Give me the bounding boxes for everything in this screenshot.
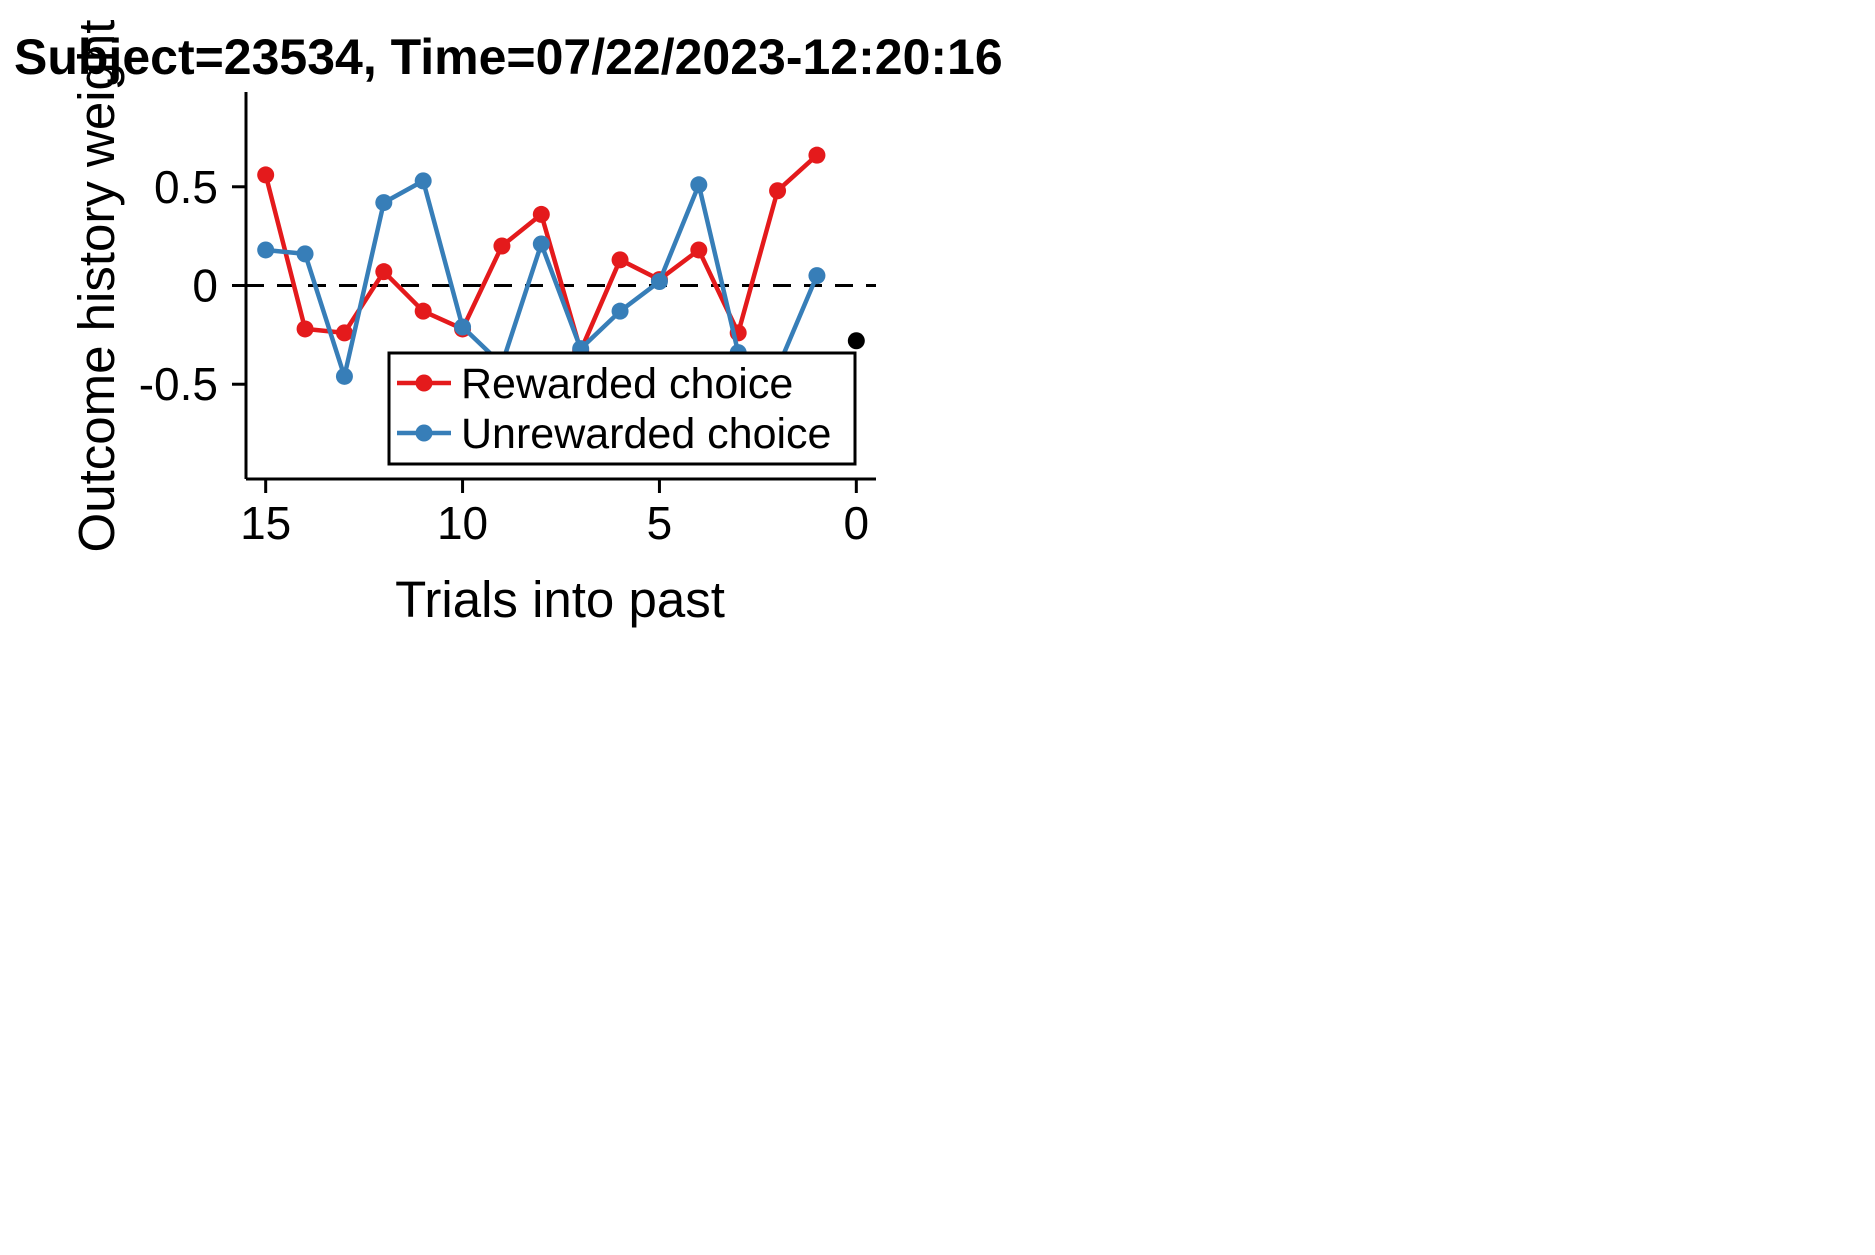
data-point-rewarded — [532, 205, 550, 223]
y-axis-label: Outcome history weight — [68, 20, 125, 553]
data-point-rewarded — [257, 166, 275, 184]
y-tick-label: -0.5 — [139, 358, 218, 410]
chart-title: Subject=23534, Time=07/22/2023-12:20:16 — [14, 29, 1003, 85]
data-point-unrewarded — [808, 267, 826, 285]
series-line-rewarded — [263, 153, 819, 353]
y-tick-label: 0 — [192, 260, 218, 312]
data-point-rewarded — [611, 251, 629, 269]
data-point-rewarded — [769, 182, 787, 200]
data-point-unrewarded — [650, 273, 668, 291]
data-point-unrewarded — [375, 194, 393, 212]
x-tick-label: 0 — [844, 497, 870, 549]
data-point-unrewarded — [296, 245, 314, 263]
data-point-rewarded — [335, 324, 353, 342]
x-tick-label: 10 — [437, 497, 488, 549]
data-point-rewarded — [808, 146, 826, 164]
x-tick-label: 5 — [647, 497, 673, 549]
data-point-unrewarded — [532, 235, 550, 253]
data-point-rewarded — [493, 237, 511, 255]
data-point-rewarded — [414, 302, 432, 320]
y-tick-label: 0.5 — [154, 161, 218, 213]
data-point-rewarded — [296, 320, 314, 338]
data-point-extra — [847, 332, 865, 350]
data-point-rewarded — [375, 263, 393, 281]
data-point-unrewarded — [257, 241, 275, 259]
data-point-unrewarded — [335, 367, 353, 385]
x-tick-label: 15 — [240, 497, 291, 549]
data-point-unrewarded — [611, 302, 629, 320]
legend-marker-unrewarded — [415, 424, 433, 442]
data-point-unrewarded — [690, 176, 708, 194]
x-axis-label: Trials into past — [395, 571, 725, 628]
legend-marker-rewarded — [415, 374, 433, 392]
legend-label-unrewarded: Unrewarded choice — [461, 410, 831, 458]
data-point-unrewarded — [454, 318, 472, 336]
data-point-rewarded — [690, 241, 708, 259]
legend-box — [387, 351, 857, 466]
plot-area: 15 10 5 0 0.5 0 -0.5 Rewarded choiceUnrewarded … — [139, 92, 876, 549]
legend-label-rewarded: Rewarded choice — [461, 360, 793, 408]
data-point-unrewarded — [414, 172, 432, 190]
